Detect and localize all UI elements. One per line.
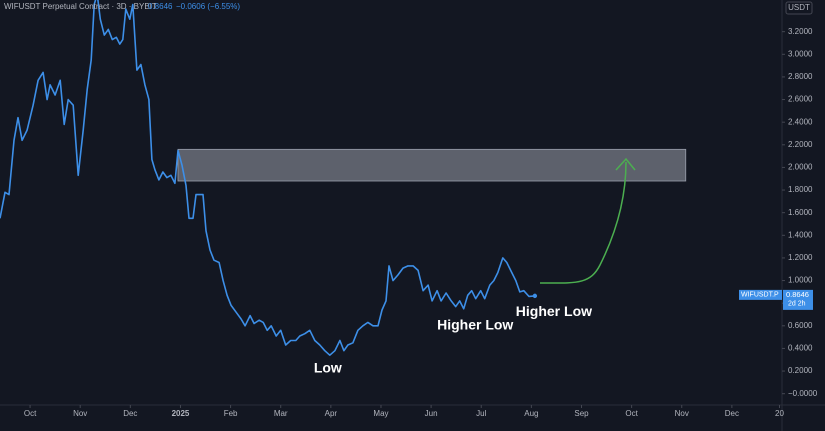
x-tick-label: Jun xyxy=(425,409,438,418)
x-tick-label: Nov xyxy=(73,409,87,418)
y-tick-label: 3.0000 xyxy=(788,49,813,58)
annotation: Higher Low xyxy=(437,317,513,333)
annotation: Higher Low xyxy=(516,303,592,319)
price-tag-price: 0.8646 xyxy=(786,290,809,299)
y-tick-label: 1.8000 xyxy=(788,185,813,194)
header-change: −0.0606 (−6.55%) xyxy=(176,2,240,11)
header-last: 0.8646 xyxy=(148,2,173,11)
x-tick-label: Apr xyxy=(325,409,338,418)
y-tick-label: 3.2000 xyxy=(788,27,813,36)
currency-box xyxy=(785,1,813,15)
y-tick-label: −0.0000 xyxy=(788,389,818,398)
annotation: Low xyxy=(314,360,342,376)
projection-arrow xyxy=(539,161,627,284)
price-tag-countdown: 2d 2h xyxy=(788,301,806,308)
last-point xyxy=(532,293,538,299)
currency: USDT xyxy=(788,3,810,12)
x-tick-label: 2025 xyxy=(172,409,190,418)
y-tick-label: 0.4000 xyxy=(788,344,813,353)
y-tick-label: 2.0000 xyxy=(788,163,813,172)
x-tick-label: 20 xyxy=(775,409,784,418)
y-tick-label: 2.2000 xyxy=(788,140,813,149)
x-tick-label: Jul xyxy=(476,409,486,418)
y-tick-label: 1.0000 xyxy=(788,276,813,285)
price-tag-name-bg xyxy=(739,289,782,300)
x-tick-label: Dec xyxy=(123,409,137,418)
price-tag-name: WIFUSDT.P xyxy=(741,292,779,299)
y-tick-label: 0.2000 xyxy=(788,366,813,375)
resistance-zone xyxy=(177,148,687,182)
y-tick-label: 1.4000 xyxy=(788,230,813,239)
x-tick-label: Dec xyxy=(725,409,739,418)
x-tick-label: Mar xyxy=(274,409,288,418)
x-tick-label: Oct xyxy=(24,409,37,418)
y-tick-label: 2.6000 xyxy=(788,95,813,104)
header-symbol: WIFUSDT Perpetual Contract · 3D · BYBIT xyxy=(4,2,157,11)
y-tick-label: 2.4000 xyxy=(788,117,813,126)
y-tick-label: 1.6000 xyxy=(788,208,813,217)
price-line xyxy=(0,0,535,356)
x-tick-label: May xyxy=(373,409,388,418)
plot-area xyxy=(0,0,687,356)
price-tag-bg xyxy=(783,289,813,310)
x-tick-label: Nov xyxy=(675,409,689,418)
x-tick-label: Sep xyxy=(574,409,589,418)
x-tick-label: Oct xyxy=(625,409,638,418)
y-tick-label: 0.6000 xyxy=(788,321,813,330)
arrow-head xyxy=(615,157,636,171)
x-tick-label: Feb xyxy=(224,409,238,418)
x-tick-label: Aug xyxy=(524,409,538,418)
y-tick-label: 2.8000 xyxy=(788,72,813,81)
y-tick-label: 1.2000 xyxy=(788,253,813,262)
